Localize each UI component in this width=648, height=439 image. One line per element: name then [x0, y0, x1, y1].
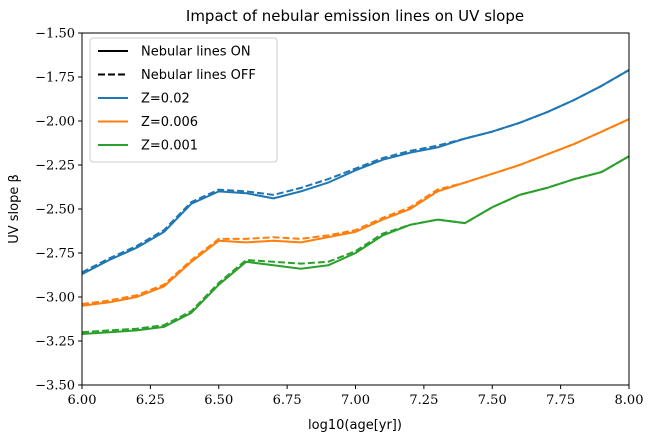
- y-tick-label: −3.25: [35, 335, 75, 350]
- series-line-z-0-006-off: [81, 118, 630, 305]
- plot-lines: [81, 69, 630, 335]
- y-axis-ticks: −1.50 −1.75 −2.00 −2.25 −2.50 −2.75 −3.00 −3.25…: [35, 27, 82, 394]
- y-tick-label: −2.25: [35, 159, 75, 174]
- x-tick-label: 8.00: [615, 393, 644, 408]
- x-tick-label: 6.00: [68, 393, 97, 408]
- legend: Nebular lines ON Nebular lines OFF Z=0.02 Z…: [89, 37, 278, 163]
- y-tick-label: −2.00: [35, 115, 75, 130]
- x-tick-label: 7.00: [341, 393, 370, 408]
- legend-label: Z=0.001: [141, 139, 198, 154]
- series-line-z-0-02-off: [81, 69, 630, 274]
- y-tick-label: −1.50: [35, 27, 75, 42]
- y-tick-label: −3.50: [35, 379, 75, 394]
- legend-entry: Z=0.006: [98, 115, 198, 130]
- legend-label: Nebular lines OFF: [141, 68, 256, 83]
- y-tick-label: −2.50: [35, 203, 75, 218]
- legend-entry: Nebular lines ON: [98, 45, 251, 60]
- x-tick-label: 6.25: [136, 393, 165, 408]
- y-axis-label: UV slope β: [7, 174, 22, 244]
- x-tick-label: 7.50: [478, 393, 507, 408]
- x-axis-ticks: 6.00 6.25 6.50 6.75 7.00 7.25 7.50 7.75 8.00: [68, 385, 644, 408]
- legend-label: Z=0.02: [141, 92, 190, 107]
- x-tick-label: 6.75: [273, 393, 302, 408]
- legend-entry: Nebular lines OFF: [98, 68, 256, 83]
- legend-box: [89, 37, 278, 163]
- y-tick-label: −3.00: [35, 291, 75, 306]
- x-axis-label: log10(age[yr]): [308, 418, 402, 433]
- legend-label: Z=0.006: [141, 115, 198, 130]
- x-tick-label: 6.50: [204, 393, 233, 408]
- y-tick-label: −1.75: [35, 71, 75, 86]
- series-line-z-0-001-off: [81, 155, 630, 334]
- legend-entry: Z=0.02: [98, 92, 190, 107]
- chart-title: Impact of nebular emission lines on UV s…: [186, 7, 524, 25]
- y-tick-label: −2.75: [35, 247, 75, 262]
- legend-entry: Z=0.001: [98, 139, 198, 154]
- legend-label: Nebular lines ON: [141, 45, 251, 60]
- x-tick-label: 7.25: [409, 393, 438, 408]
- x-tick-label: 7.75: [546, 393, 575, 408]
